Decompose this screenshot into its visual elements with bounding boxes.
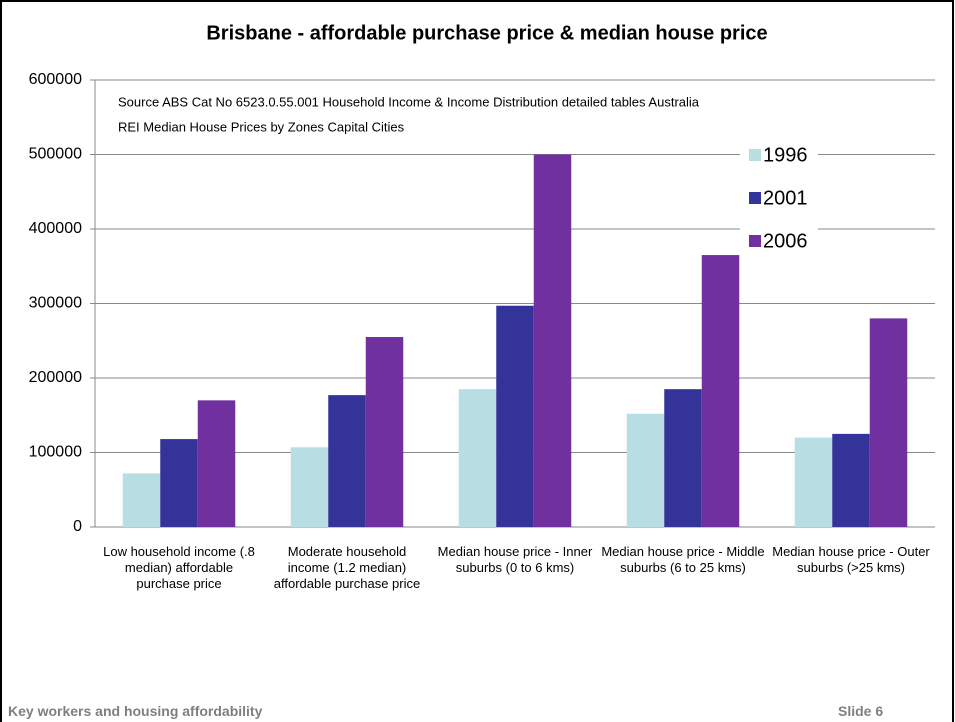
footer-left: Key workers and housing affordability: [8, 703, 263, 719]
bar: [664, 389, 702, 527]
legend-label: 2001: [763, 187, 808, 209]
x-tick-label: Moderate household income (1.2 median) a…: [273, 544, 421, 591]
legend-swatch: [749, 192, 761, 204]
footer-right: Slide 6: [838, 703, 884, 719]
y-tick-label: 0: [73, 518, 82, 535]
y-tick-label: 200000: [29, 369, 82, 386]
y-tick-label: 500000: [29, 146, 82, 163]
bar: [533, 154, 572, 527]
x-tick-label: Median house price - Middle suburbs (6 t…: [601, 544, 765, 575]
y-tick-label: 100000: [29, 444, 82, 461]
annotation: Source ABS Cat No 6523.0.55.001 Househol…: [118, 94, 700, 109]
bar: [328, 395, 366, 527]
bar: [794, 437, 833, 527]
bar: [290, 447, 329, 527]
bar: [122, 473, 161, 527]
legend-label: 2006: [763, 230, 808, 252]
legend-swatch: [749, 235, 761, 247]
y-tick-label: 300000: [29, 295, 82, 312]
bar: [832, 433, 870, 527]
annotation: REI Median House Prices by Zones Capital…: [118, 119, 405, 134]
y-tick-label: 400000: [29, 220, 82, 237]
bar: [160, 439, 198, 527]
bar: [626, 413, 665, 527]
y-tick-label: 600000: [29, 71, 82, 88]
x-tick-label: Low household income (.8 median) afforda…: [103, 544, 255, 591]
bar: [496, 305, 534, 527]
bar: [458, 389, 497, 527]
bar: [701, 255, 740, 527]
legend-label: 1996: [763, 144, 808, 166]
bar: [869, 318, 908, 527]
x-tick-label: Median house price - Inner suburbs (0 to…: [437, 544, 593, 575]
x-tick-label: Median house price - Outer suburbs (>25 …: [772, 544, 930, 575]
bar: [197, 400, 236, 527]
legend-swatch: [749, 149, 761, 161]
chart-title: Brisbane - affordable purchase price & m…: [206, 22, 767, 44]
bar: [365, 337, 404, 527]
